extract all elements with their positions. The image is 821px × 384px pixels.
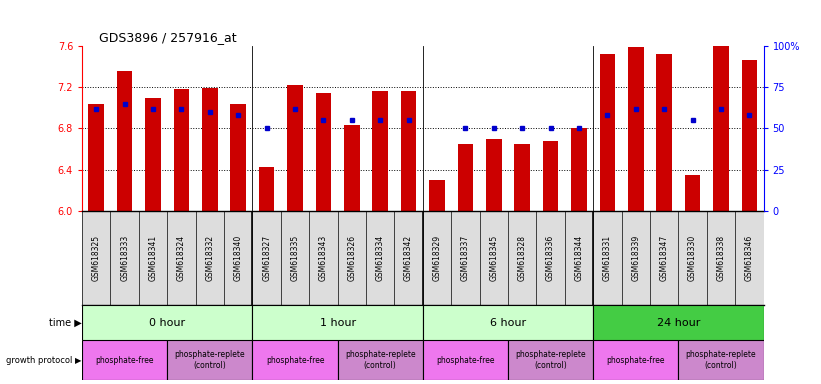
Text: GSM618330: GSM618330	[688, 235, 697, 281]
Text: GSM618327: GSM618327	[262, 235, 271, 281]
Bar	[344, 125, 360, 211]
Text: GSM618332: GSM618332	[205, 235, 214, 281]
Text: GSM618339: GSM618339	[631, 235, 640, 281]
Bar	[315, 93, 331, 211]
Bar	[82, 340, 167, 380]
Text: GSM618341: GSM618341	[149, 235, 158, 281]
Bar	[628, 47, 644, 211]
Bar	[202, 88, 218, 211]
Bar	[82, 305, 253, 340]
Bar	[231, 104, 246, 211]
Text: GSM618342: GSM618342	[404, 235, 413, 281]
Text: phosphate-free: phosphate-free	[266, 356, 324, 365]
Bar	[287, 85, 303, 211]
Text: phosphate-free: phosphate-free	[95, 356, 154, 365]
Bar	[599, 54, 615, 211]
Bar	[174, 89, 190, 211]
Text: time ▶: time ▶	[48, 318, 81, 328]
Text: GSM618329: GSM618329	[433, 235, 442, 281]
Text: phosphate-free: phosphate-free	[607, 356, 665, 365]
Bar	[515, 144, 530, 211]
Text: phosphate-free: phosphate-free	[436, 356, 495, 365]
Text: GSM618344: GSM618344	[575, 235, 584, 281]
Text: GSM618345: GSM618345	[489, 235, 498, 281]
Bar	[678, 340, 764, 380]
Text: GSM618347: GSM618347	[659, 235, 668, 281]
Bar	[429, 180, 445, 211]
Text: GSM618343: GSM618343	[319, 235, 328, 281]
Text: GDS3896 / 257916_at: GDS3896 / 257916_at	[99, 31, 236, 44]
Bar	[656, 54, 672, 211]
Text: 0 hour: 0 hour	[149, 318, 186, 328]
Text: phosphate-replete
(control): phosphate-replete (control)	[345, 351, 415, 370]
Bar	[337, 340, 423, 380]
Text: GSM618328: GSM618328	[518, 235, 527, 281]
Bar	[594, 305, 764, 340]
Text: phosphate-replete
(control): phosphate-replete (control)	[686, 351, 756, 370]
Text: GSM618326: GSM618326	[347, 235, 356, 281]
Bar	[594, 340, 678, 380]
Text: GSM618340: GSM618340	[234, 235, 243, 281]
Bar	[543, 141, 558, 211]
Bar	[423, 305, 594, 340]
Text: GSM618346: GSM618346	[745, 235, 754, 281]
Text: GSM618324: GSM618324	[177, 235, 186, 281]
Text: 6 hour: 6 hour	[490, 318, 526, 328]
Text: GSM618335: GSM618335	[291, 235, 300, 281]
Bar	[571, 128, 587, 211]
Bar	[253, 305, 423, 340]
Bar	[741, 61, 757, 211]
Text: phosphate-replete
(control): phosphate-replete (control)	[516, 351, 586, 370]
Bar	[145, 98, 161, 211]
Text: GSM618333: GSM618333	[120, 235, 129, 281]
Text: GSM618336: GSM618336	[546, 235, 555, 281]
Text: GSM618338: GSM618338	[717, 235, 726, 281]
Text: phosphate-replete
(control): phosphate-replete (control)	[175, 351, 245, 370]
Bar	[401, 91, 416, 211]
Text: GSM618331: GSM618331	[603, 235, 612, 281]
Bar	[373, 91, 388, 211]
Bar	[457, 144, 473, 211]
Bar	[253, 340, 337, 380]
Bar	[259, 167, 274, 211]
Text: 1 hour: 1 hour	[319, 318, 355, 328]
Bar	[89, 104, 104, 211]
Text: 24 hour: 24 hour	[657, 318, 700, 328]
Bar	[685, 175, 700, 211]
Bar	[423, 340, 508, 380]
Text: GSM618325: GSM618325	[92, 235, 101, 281]
Bar	[117, 71, 132, 211]
Bar	[508, 340, 594, 380]
Bar	[486, 139, 502, 211]
Text: GSM618337: GSM618337	[461, 235, 470, 281]
Text: growth protocol ▶: growth protocol ▶	[6, 356, 81, 365]
Text: GSM618334: GSM618334	[376, 235, 385, 281]
Bar	[167, 340, 253, 380]
Bar	[713, 46, 729, 211]
